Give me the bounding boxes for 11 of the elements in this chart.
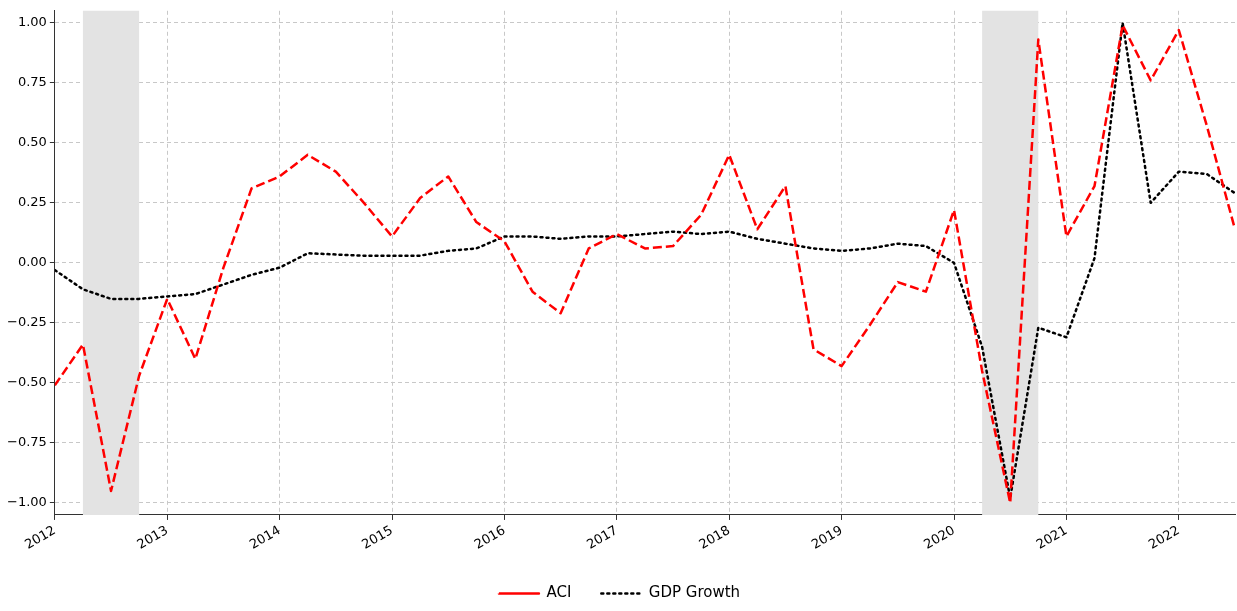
y-tick-label: −0.75 <box>6 434 47 450</box>
legend-label: ACI <box>546 583 572 602</box>
y-tick-label: 0.25 <box>17 194 47 210</box>
legend-label: GDP Growth <box>648 583 741 602</box>
y-tick-label: 0.00 <box>17 254 47 270</box>
y-tick-label: 1.00 <box>17 14 47 30</box>
y-tick-label: −0.50 <box>6 374 47 390</box>
y-tick-label: 0.75 <box>17 74 47 90</box>
y-tick-label: −1.00 <box>6 494 47 510</box>
y-tick-label: 0.50 <box>17 134 47 150</box>
y-tick-label: −0.25 <box>6 314 47 330</box>
